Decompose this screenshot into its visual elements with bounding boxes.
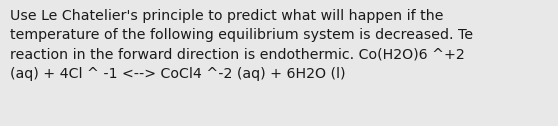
- Text: Use Le Chatelier's principle to predict what will happen if the
temperature of t: Use Le Chatelier's principle to predict …: [10, 9, 473, 81]
